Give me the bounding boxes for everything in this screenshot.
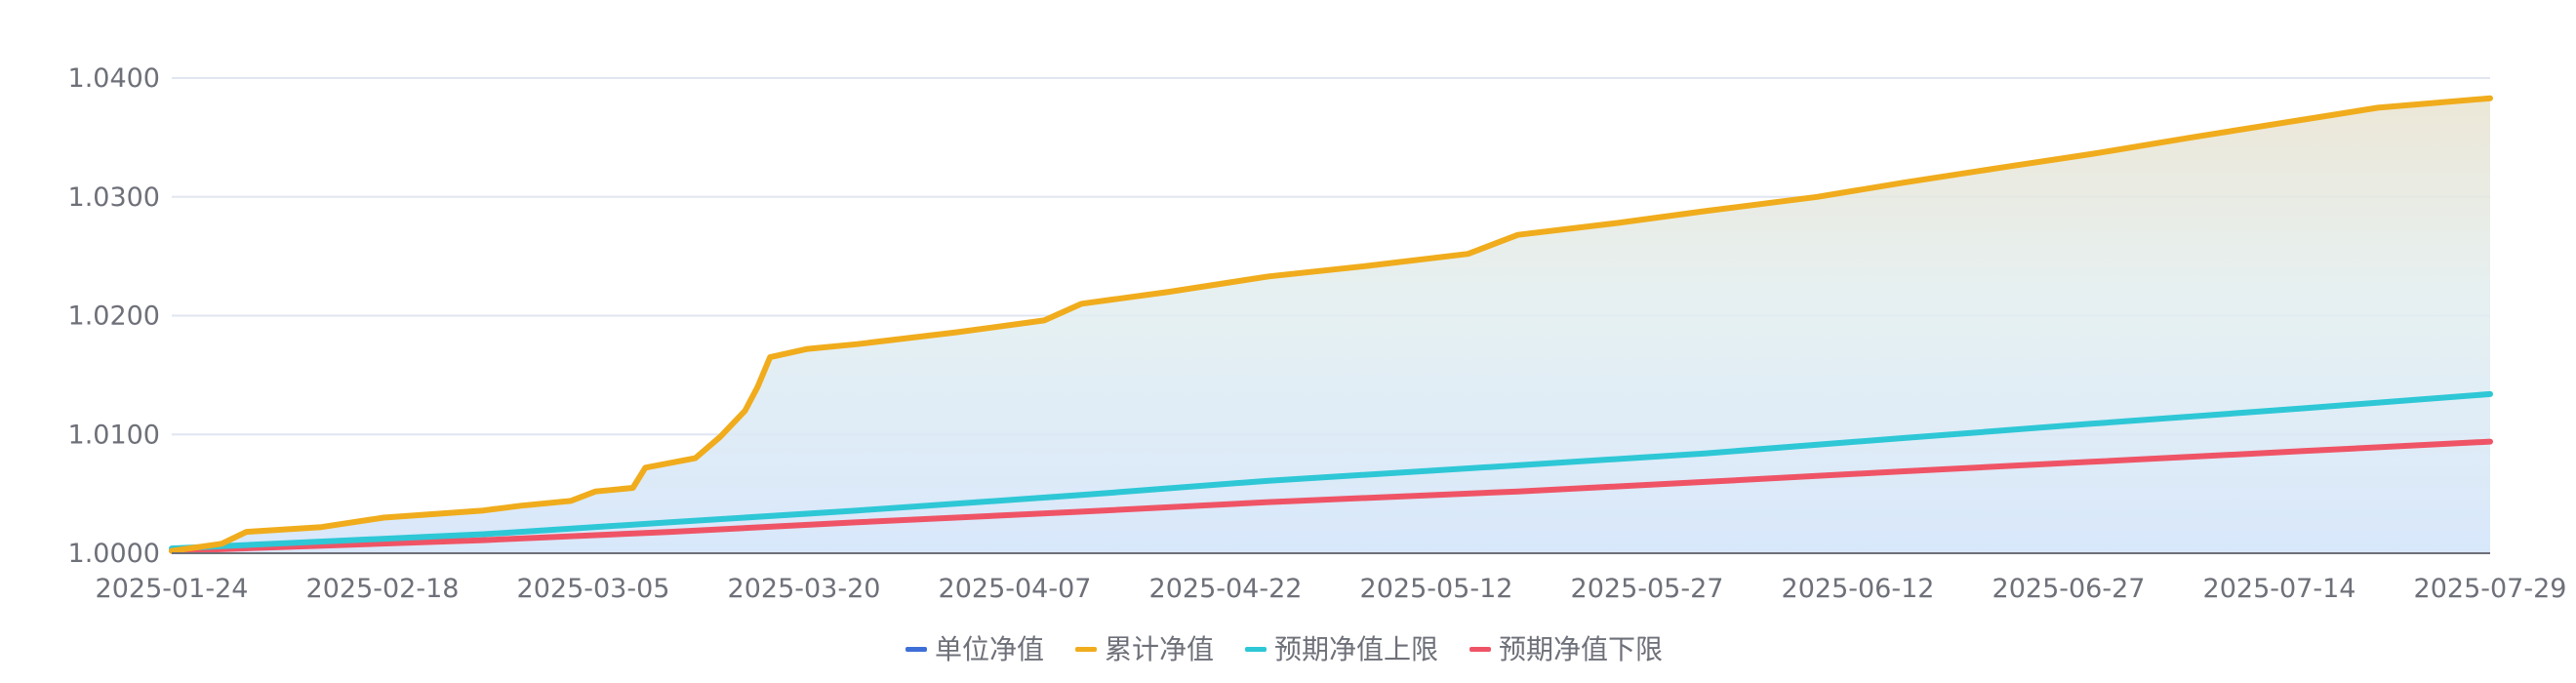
legend-item: 预期净值下限 [1469,633,1663,665]
y-tick-label: 1.0000 [68,539,160,569]
legend-label: 预期净值上限 [1274,633,1438,665]
x-tick-label: 2025-02-18 [306,574,460,604]
legend: 单位净值 累计净值 预期净值上限 预期净值下限 [906,633,1663,665]
x-tick-label: 2025-07-14 [2203,574,2356,604]
legend-item: 累计净值 [1075,633,1214,665]
legend-swatch [1075,647,1097,652]
x-tick-label: 2025-07-29 [2414,574,2567,604]
series-line [169,95,2493,554]
y-tick-label: 1.0200 [68,301,160,332]
x-tick-label: 2025-03-20 [728,574,881,604]
legend-swatch [1469,647,1491,652]
legend-label: 累计净值 [1105,633,1214,665]
y-tick-label: 1.0300 [68,182,160,213]
legend-item: 单位净值 [906,633,1044,665]
line-layer [169,95,2493,554]
x-tick-label: 2025-05-27 [1571,574,1724,604]
area-fill [172,98,2490,553]
legend-swatch [1245,647,1267,652]
legend-label: 预期净值下限 [1499,633,1663,665]
axis-layer: 1.0000 1.0100 1.0200 1.0300 1.0400 2025-01-24… [68,63,2567,604]
y-tick-label: 1.0100 [68,420,160,450]
x-tick-label: 2025-06-12 [1782,574,1935,604]
area-layer [172,98,2490,553]
x-tick-label: 2025-04-07 [939,574,1092,604]
legend-item: 预期净值上限 [1245,633,1438,665]
x-tick-label: 2025-05-12 [1360,574,1513,604]
x-tick-label: 2025-04-22 [1149,574,1303,604]
series-line [169,438,2493,554]
x-tick-label: 2025-03-05 [517,574,670,604]
x-tick-label: 2025-06-27 [1992,574,2146,604]
series-line [169,390,2493,552]
legend-label: 单位净值 [935,633,1044,665]
legend-swatch [906,647,927,652]
x-tick-label: 2025-01-24 [96,574,249,604]
y-tick-label: 1.0400 [68,63,160,94]
